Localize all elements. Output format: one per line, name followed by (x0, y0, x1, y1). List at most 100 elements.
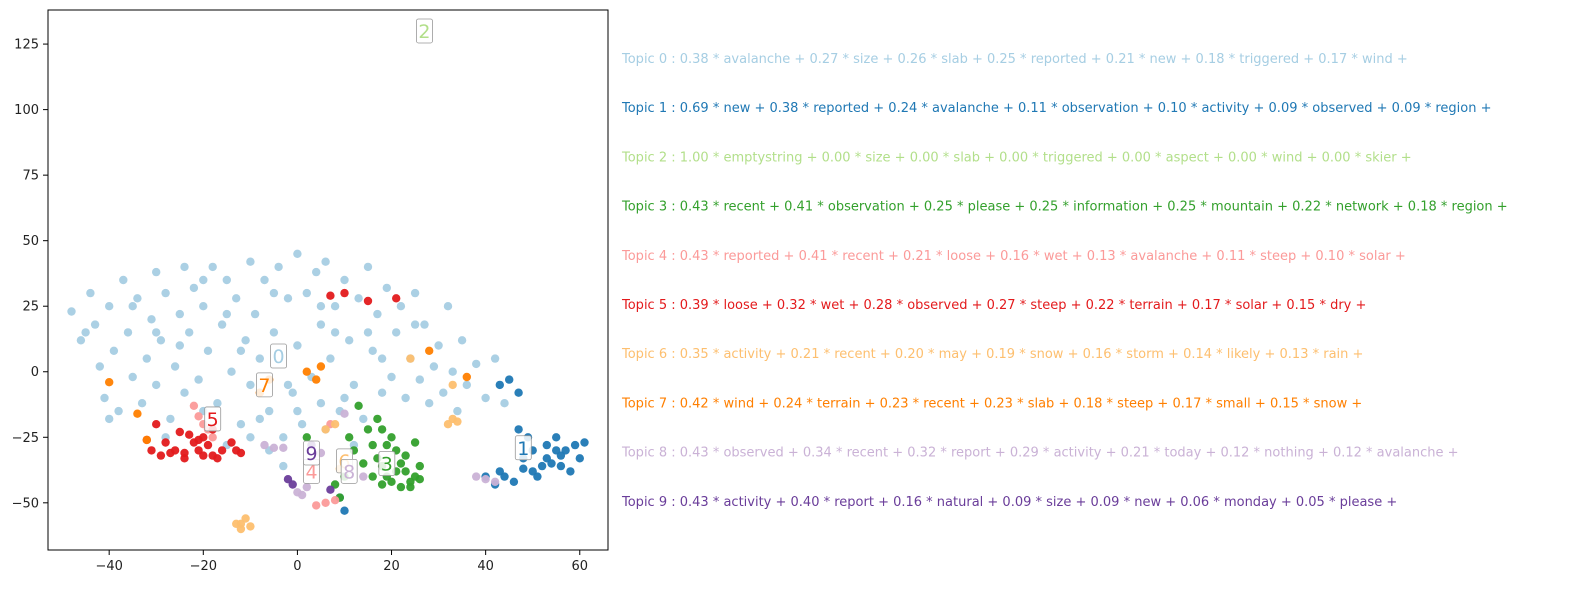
cluster-label-box (378, 451, 396, 476)
point-topic-5 (161, 438, 170, 447)
point-topic-1 (542, 454, 551, 463)
axes-frame (47, 9, 609, 551)
point-topic-0 (222, 309, 231, 319)
topic-7-description: Topic 7 : 0.42 * wind + 0.24 * terrain +… (621, 396, 1362, 411)
cluster-label-text: 0 (273, 346, 285, 368)
point-topic-0 (330, 302, 340, 311)
point-topic-0 (363, 328, 373, 337)
point-topic-1 (528, 467, 537, 476)
point-topic-0 (208, 262, 217, 272)
point-topic-0 (114, 406, 123, 416)
point-topic-4 (189, 401, 199, 410)
y-tick-label: 125 (14, 38, 39, 53)
point-topic-4 (208, 433, 217, 442)
point-topic-3 (363, 425, 373, 434)
point-topic-0 (142, 354, 151, 363)
point-topic-0 (293, 406, 302, 416)
point-topic-0 (175, 309, 184, 319)
topic-1-description: Topic 1 : 0.69 * new + 0.38 * reported +… (621, 101, 1492, 116)
point-topic-1 (514, 388, 523, 397)
point-topic-1 (500, 472, 509, 481)
point-topic-5 (326, 291, 335, 300)
point-topic-0 (246, 380, 255, 390)
point-topic-0 (95, 362, 105, 371)
topic-5-description: Topic 5 : 0.39 * loose + 0.32 * wet + 0.… (621, 298, 1366, 313)
point-topic-0 (500, 399, 509, 408)
y-tick-label: 25 (22, 300, 39, 315)
y-tick-label: 75 (22, 169, 39, 184)
point-topic-0 (90, 320, 100, 329)
point-topic-0 (401, 393, 410, 403)
point-topic-5 (156, 451, 166, 460)
point-topic-0 (222, 275, 231, 285)
cluster-labels: 0123456789 (204, 18, 532, 484)
y-tick-label: 50 (22, 234, 39, 249)
point-topic-3 (406, 482, 415, 492)
cluster-label-text: 7 (258, 375, 270, 397)
point-topic-0 (457, 336, 467, 345)
point-topic-0 (326, 354, 335, 363)
point-topic-0 (217, 320, 227, 329)
point-topic-0 (156, 336, 166, 345)
point-topic-0 (349, 380, 359, 390)
point-topic-0 (133, 294, 142, 303)
point-topic-0 (180, 388, 189, 397)
point-topic-5 (147, 446, 156, 455)
topic-0-description: Topic 0 : 0.38 * avalanche + 0.27 * size… (621, 52, 1408, 67)
point-topic-0 (109, 346, 119, 355)
point-topic-0 (302, 288, 311, 298)
topic-8-description: Topic 8 : 0.43 * observed + 0.34 * recen… (621, 446, 1459, 461)
point-topic-0 (152, 328, 161, 337)
point-topic-0 (387, 372, 396, 382)
point-topic-3 (396, 482, 406, 492)
point-topic-0 (152, 380, 161, 390)
point-topic-6 (448, 380, 457, 390)
point-topic-0 (340, 275, 349, 285)
cluster-label-1: 1 (514, 435, 532, 461)
point-topic-0 (283, 294, 293, 303)
point-topic-5 (185, 430, 194, 439)
point-topic-4 (330, 496, 340, 505)
point-topic-0 (443, 302, 453, 311)
cluster-label-0: 0 (270, 343, 287, 369)
point-topic-3 (377, 480, 387, 489)
cluster-label-box (416, 18, 433, 44)
y-tick-label: −50 (12, 496, 39, 511)
point-topic-5 (194, 435, 203, 445)
topic-6-description: Topic 6 : 0.35 * activity + 0.21 * recen… (621, 347, 1363, 362)
point-topic-0 (260, 275, 269, 285)
point-topic-0 (105, 302, 114, 311)
point-topic-0 (448, 367, 457, 376)
point-topic-0 (392, 328, 401, 337)
point-topic-1 (570, 440, 580, 450)
point-topic-0 (340, 393, 349, 403)
point-topic-0 (236, 346, 246, 355)
point-topic-0 (170, 362, 180, 371)
point-topic-1 (537, 461, 547, 471)
point-topic-3 (387, 433, 396, 442)
point-topic-0 (274, 262, 283, 272)
topic-legend: Topic 0 : 0.38 * avalanche + 0.27 * size… (621, 52, 1508, 510)
point-topic-0 (236, 420, 246, 429)
point-topic-7 (425, 346, 434, 355)
cluster-label-text: 9 (305, 443, 317, 465)
point-topic-0 (293, 249, 302, 258)
cluster-label-box (303, 440, 320, 466)
point-topic-0 (137, 399, 147, 408)
point-topic-8 (260, 440, 269, 450)
point-topic-3 (396, 459, 406, 468)
point-topic-0 (410, 320, 420, 329)
point-topic-6 (246, 522, 255, 531)
point-topic-0 (415, 375, 424, 384)
point-topic-0 (128, 372, 137, 382)
point-topic-5 (217, 446, 227, 455)
point-topic-5 (170, 446, 180, 455)
point-topic-3 (382, 440, 391, 450)
point-topic-3 (302, 433, 311, 442)
point-topic-0 (123, 328, 133, 337)
point-topic-0 (265, 406, 274, 416)
cluster-label-box (514, 435, 532, 461)
point-topic-0 (472, 359, 481, 369)
point-topic-0 (255, 354, 264, 363)
